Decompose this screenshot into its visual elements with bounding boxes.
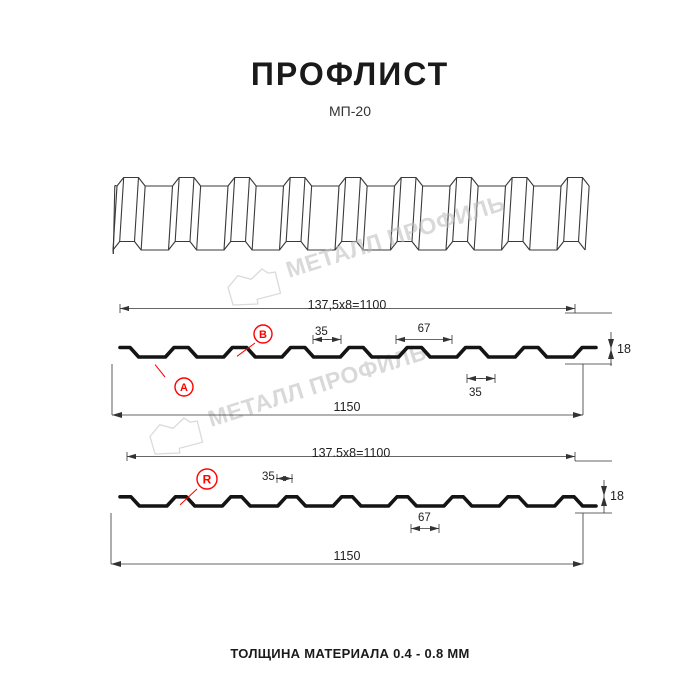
svg-text:137,5x8=1100: 137,5x8=1100	[308, 298, 387, 312]
svg-text:1150: 1150	[334, 400, 361, 414]
svg-text:35: 35	[262, 471, 275, 483]
svg-text:A: A	[180, 382, 188, 394]
svg-text:МЕТАЛЛ ПРОФИЛЬ: МЕТАЛЛ ПРОФИЛЬ	[283, 189, 508, 282]
svg-text:R: R	[203, 473, 212, 487]
svg-text:1150: 1150	[334, 549, 361, 563]
svg-text:МЕТАЛЛ ПРОФИЛЬ: МЕТАЛЛ ПРОФИЛЬ	[205, 338, 430, 431]
svg-text:137.5x8=1100: 137.5x8=1100	[312, 446, 391, 460]
svg-text:18: 18	[610, 489, 624, 503]
svg-text:35: 35	[469, 387, 482, 399]
svg-text:67: 67	[418, 512, 431, 524]
svg-text:67: 67	[418, 323, 431, 335]
svg-text:35: 35	[315, 326, 328, 338]
svg-text:B: B	[259, 329, 267, 341]
svg-text:18: 18	[617, 342, 631, 356]
